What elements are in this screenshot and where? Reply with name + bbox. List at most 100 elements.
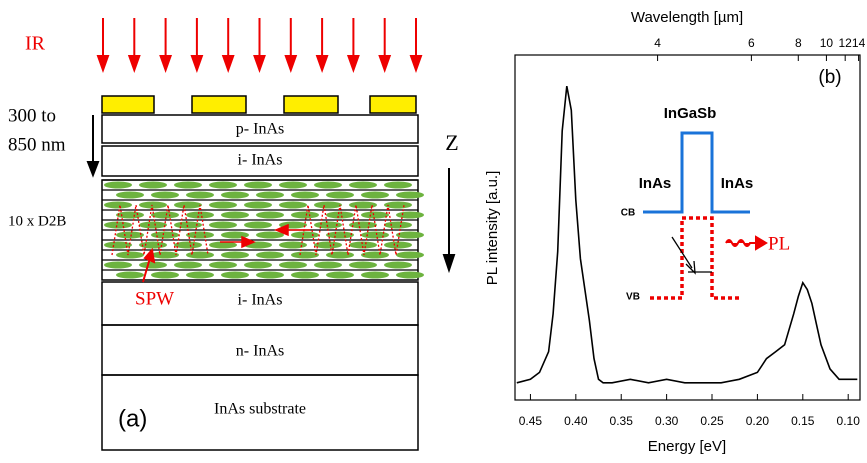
quantum-dot (314, 181, 342, 189)
z-label: Z (445, 130, 458, 155)
quantum-dot (314, 201, 342, 209)
wavelength-range: 300 to (8, 105, 56, 126)
quantum-dot (349, 221, 377, 229)
x2-tick-label: 6 (748, 36, 755, 50)
ir-arrow (253, 18, 266, 73)
x2-tick-label: 4 (654, 36, 661, 50)
layer-label: 10 x D2B (8, 213, 66, 229)
inset-label: InAs (721, 175, 754, 192)
quantum-dot (244, 221, 272, 229)
quantum-dot (291, 191, 319, 199)
ir-arrow (409, 18, 423, 73)
quantum-dot (186, 191, 214, 199)
y-axis-title: PL intensity [a.u.] (484, 171, 501, 286)
ir-arrow (221, 18, 235, 73)
x-tick-label: 0.45 (519, 414, 543, 428)
quantum-dot (384, 221, 412, 229)
quantum-dot (291, 271, 319, 279)
quantum-dot (104, 261, 132, 269)
wave-arrows (220, 223, 310, 249)
quantum-dot (209, 241, 237, 249)
quantum-dot (396, 251, 424, 259)
quantum-dot (326, 231, 354, 239)
quantum-dot (221, 251, 249, 259)
quantum-dot (279, 261, 307, 269)
panel-b: Wavelength [µm] Energy [eV] PL intensity… (484, 9, 866, 455)
inset-label: VB (626, 292, 640, 303)
quantum-dot (104, 181, 132, 189)
quantum-dot (174, 201, 202, 209)
quantum-dot (326, 211, 354, 219)
x-tick-label: 0.20 (746, 414, 770, 428)
inset-label: PL (768, 233, 790, 254)
quantum-dot (291, 251, 319, 259)
x-axis-title: Energy [eV] (648, 438, 726, 455)
quantum-dot (116, 191, 144, 199)
quantum-dot (396, 211, 424, 219)
quantum-dot (279, 201, 307, 209)
quantum-dot (244, 201, 272, 209)
quantum-dot (384, 181, 412, 189)
quantum-dot (349, 241, 377, 249)
quantum-dot (186, 251, 214, 259)
quantum-dot (396, 231, 424, 239)
quantum-dot (291, 231, 319, 239)
band-inset: InGaSb InAs InAs CB VB PL (621, 105, 790, 303)
quantum-dot (244, 181, 272, 189)
valence-band (650, 216, 740, 300)
transition (671, 236, 712, 275)
ir-arrow (127, 18, 141, 73)
quantum-dot (221, 191, 249, 199)
quantum-dot (361, 211, 389, 219)
panel-label: (b) (818, 67, 841, 88)
quantum-dot (116, 251, 144, 259)
x-tick-label: 0.10 (837, 414, 861, 428)
quantum-dot (186, 231, 214, 239)
quantum-dot (221, 271, 249, 279)
x-tick-label: 0.40 (564, 414, 588, 428)
quantum-dot (209, 181, 237, 189)
depth-arrow (86, 115, 100, 178)
quantum-dot (221, 211, 249, 219)
ir-arrow (315, 18, 329, 73)
ir-arrows (96, 18, 423, 73)
x-tick-label: 0.25 (700, 414, 724, 428)
quantum-dot (104, 201, 132, 209)
surface-wave (111, 204, 405, 256)
quantum-dot (244, 261, 272, 269)
quantum-dot (349, 201, 377, 209)
quantum-dot (279, 241, 307, 249)
quantum-dot (209, 201, 237, 209)
quantum-dot (151, 191, 179, 199)
quantum-dot (256, 251, 284, 259)
panel-label: (a) (118, 405, 147, 432)
quantum-dot (151, 231, 179, 239)
quantum-dot (326, 191, 354, 199)
quantum-dot (326, 271, 354, 279)
quantum-dot (279, 181, 307, 189)
quantum-dot (186, 271, 214, 279)
pl-spectrum (516, 85, 858, 384)
quantum-dot (314, 241, 342, 249)
quantum-dot (104, 241, 132, 249)
spw-arrow (142, 247, 156, 283)
emission-arrow (725, 235, 768, 251)
wavelength-range: 850 nm (8, 134, 66, 155)
quantum-dot (139, 181, 167, 189)
layer-label: i- InAs (238, 152, 283, 169)
x2-tick-label: 10 (820, 36, 834, 50)
x-tick-label: 0.15 (791, 414, 815, 428)
quantum-dot (174, 181, 202, 189)
quantum-dot (256, 191, 284, 199)
x2-tick-label: 12 (839, 36, 853, 50)
quantum-dot (396, 191, 424, 199)
quantum-dot (186, 211, 214, 219)
ir-arrow (284, 18, 298, 73)
layer-label: p- InAs (236, 121, 284, 138)
conduction-band (643, 131, 750, 214)
quantum-dot (174, 221, 202, 229)
quantum-dot (139, 201, 167, 209)
layer-label: i- InAs (238, 292, 283, 309)
quantum-dot (151, 271, 179, 279)
